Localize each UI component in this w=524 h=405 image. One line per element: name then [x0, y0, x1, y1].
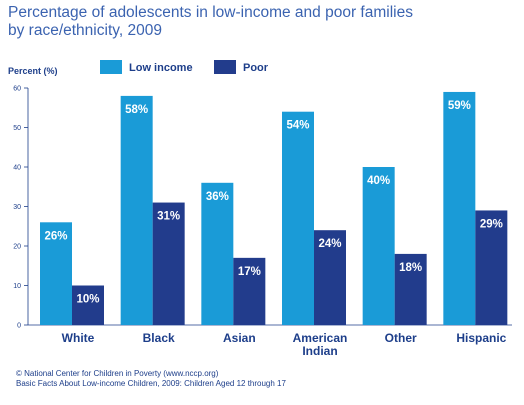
x-category-label: Other [385, 331, 417, 345]
bar-poor [314, 230, 346, 325]
source-footer: © National Center for Children in Povert… [16, 369, 286, 389]
bar-low-income [120, 95, 153, 326]
y-tick-label: 20 [13, 244, 21, 251]
data-label-low-income: 54% [286, 120, 309, 132]
footer-line-1: © National Center for Children in Povert… [16, 369, 219, 378]
bar-poor [152, 202, 185, 325]
bar-low-income [443, 91, 476, 325]
data-label-low-income: 59% [448, 100, 471, 112]
bar-poor [475, 210, 508, 325]
y-tick-label: 30 [13, 204, 21, 211]
data-label-low-income: 26% [44, 230, 67, 242]
y-tick-label: 50 [13, 125, 21, 132]
y-tick-label: 0 [17, 323, 21, 330]
data-label-poor: 18% [399, 262, 422, 274]
bar-low-income [40, 222, 72, 325]
y-axis-label: Percent (%) [8, 66, 58, 76]
bar-poor [72, 285, 104, 325]
data-label-poor: 24% [318, 238, 341, 250]
bar-poor [233, 257, 266, 325]
data-label-low-income: 40% [367, 175, 390, 187]
x-category-label: Indian [302, 344, 337, 358]
y-tick-label: 60 [13, 86, 21, 93]
data-label-poor: 17% [238, 266, 261, 278]
data-label-poor: 31% [157, 211, 180, 223]
legend-swatch-poor [214, 60, 236, 74]
y-tick-label: 40 [13, 165, 21, 172]
data-label-low-income: 36% [206, 191, 229, 203]
x-category-label: Black [143, 331, 175, 345]
bar-low-income [282, 111, 314, 325]
bar-low-income [362, 167, 395, 325]
chart-title-line-2: by race/ethnicity, 2009 [8, 22, 162, 39]
legend-swatch-low-income [100, 60, 122, 74]
legend-label-low-income: Low income [129, 62, 193, 74]
x-category-label: White [62, 331, 95, 345]
y-tick-label: 10 [13, 283, 21, 290]
data-label-poor: 29% [480, 218, 503, 230]
data-label-low-income: 58% [125, 104, 148, 116]
x-category-label: Asian [223, 331, 256, 345]
data-label-poor: 10% [76, 294, 99, 306]
x-category-label: American [293, 331, 348, 345]
bar-poor [394, 253, 427, 325]
chart-title: Percentage of adolescents in low-income … [8, 4, 508, 40]
footer-line-2: Basic Facts About Low-income Children, 2… [16, 379, 286, 388]
chart-title-line-1: Percentage of adolescents in low-income … [8, 4, 413, 21]
x-category-label: Hispanic [456, 331, 506, 345]
bar-low-income [201, 182, 234, 325]
legend-label-poor: Poor [243, 62, 269, 74]
